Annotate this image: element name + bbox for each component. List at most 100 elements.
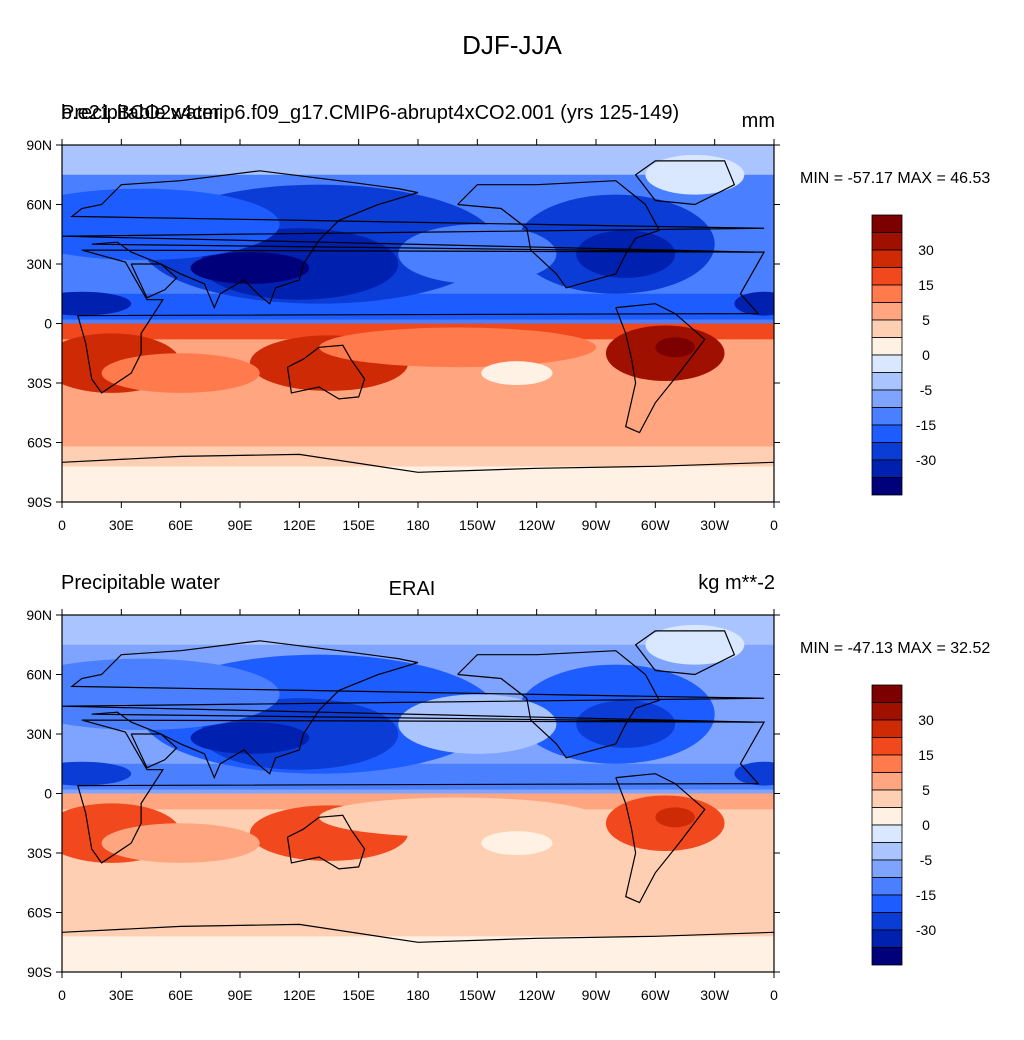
colorbar-swatch	[871, 789, 903, 808]
amazon-core	[655, 337, 695, 358]
colorbar-swatch	[871, 702, 903, 721]
coastline-2	[130, 733, 178, 769]
coastline-0	[77, 719, 766, 864]
himalaya-core	[190, 722, 310, 754]
atlantic-nh	[734, 761, 774, 786]
colorbar-swatch	[871, 754, 903, 773]
colorbar-swatch	[871, 929, 903, 948]
colorbar-swatch	[871, 684, 903, 703]
lat-label: 30N	[26, 726, 52, 742]
colorbar-swatch	[871, 214, 903, 233]
pacific-sh	[319, 797, 596, 838]
colorbar-swatch	[871, 389, 903, 408]
lon-label: 90W	[582, 987, 612, 1003]
lon-label: 120E	[283, 517, 316, 533]
lon-label: 120W	[518, 987, 555, 1003]
southern-ocean	[62, 916, 774, 937]
colorbar-swatch	[871, 912, 903, 931]
bottom-panel: 90N 60N 30N 0 30S 60S 90S 0 30E 60E 90E 120E 150E 180…	[0, 570, 1024, 1040]
colorbar-swatch	[871, 859, 903, 878]
bottom-left-label: Precipitable water	[61, 572, 220, 594]
coastline-1	[61, 170, 765, 310]
top-axis-ticks: 90N 60N 30N 0 30S 60S 90S 0 30E 60E 90E 120E 150E 180…	[26, 137, 780, 533]
coastline-4	[457, 180, 661, 289]
top-map-svg: 90N 60N 30N 0 30S 60S 90S 0 30E 60E 90E 120E 150E 180…	[26, 137, 936, 533]
lon-label: 90E	[228, 517, 253, 533]
coastline-7	[61, 453, 775, 473]
greenland	[645, 154, 745, 195]
bottom-center-label: ERAI	[388, 578, 436, 600]
colorbar-swatch	[871, 424, 903, 443]
lat-label: 90S	[27, 964, 52, 980]
colorbar-label: -30	[916, 452, 936, 468]
lat-label: 30N	[26, 256, 52, 272]
colorbar-swatch	[871, 284, 903, 303]
colorbar-swatch	[871, 232, 903, 251]
lon-label: 0	[58, 517, 66, 533]
amazon-core	[655, 807, 695, 828]
lat-label: 0	[44, 786, 52, 802]
lon-label: 0	[58, 987, 66, 1003]
lat-label: 30S	[27, 375, 52, 391]
lon-label: 0	[770, 517, 778, 533]
lon-label: 150W	[459, 517, 496, 533]
lon-label: 180	[406, 987, 430, 1003]
bottom-min-max: MIN = -47.13 MAX = 32.52	[800, 640, 991, 657]
coastline-6	[634, 160, 736, 206]
lon-label: 90W	[582, 517, 612, 533]
bottom-axis-ticks: 90N 60N 30N 0 30S 60S 90S 0 30E 60E 90E 120E 150E 180…	[26, 607, 780, 1003]
bottom-units-label: kg m**-2	[698, 572, 775, 594]
coastline-3	[286, 344, 366, 400]
bottom-map-svg: 90N 60N 30N 0 30S 60S 90S 0 30E 60E 90E 120E 150E 180…	[26, 607, 936, 1003]
colorbar-label: -15	[916, 417, 936, 433]
coastline-7	[61, 923, 775, 943]
coastline-6	[634, 630, 736, 676]
colorbar-swatch	[871, 442, 903, 461]
pacific-band	[398, 694, 557, 754]
colorbar-label: 15	[918, 277, 934, 293]
coastline-3	[286, 814, 366, 870]
colorbar-label: 30	[918, 242, 934, 258]
lat-label: 60N	[26, 667, 52, 683]
lat-label: 60N	[26, 197, 52, 213]
colorbar-label: -5	[920, 382, 933, 398]
colorbar-swatch	[871, 354, 903, 373]
bottom-field	[62, 615, 774, 972]
lat-label: 90S	[27, 494, 52, 510]
africa-nh	[62, 291, 132, 316]
lon-label: 30E	[109, 517, 134, 533]
colorbar-swatch	[871, 737, 903, 756]
top-colorbar: 30 15 5 0 -5 -15 -30	[871, 214, 936, 496]
lon-label: 60E	[168, 987, 193, 1003]
colorbar-swatch	[871, 894, 903, 913]
bottom-colorbar: 30 15 5 0 -5 -15 -30	[871, 684, 936, 966]
lon-label: 120W	[518, 517, 555, 533]
lon-label: 0	[770, 987, 778, 1003]
lon-label: 30E	[109, 987, 134, 1003]
coastline-5	[615, 303, 706, 434]
colorbar-swatch	[871, 372, 903, 391]
lon-label: 90E	[228, 987, 253, 1003]
top-left-label: Precipitable water	[61, 102, 220, 124]
himalaya-core	[190, 252, 310, 284]
colorbar-label: -5	[920, 852, 933, 868]
lon-label: 180	[406, 517, 430, 533]
colorbar-swatch	[871, 477, 903, 496]
lat-label: 30S	[27, 845, 52, 861]
colorbar-swatch	[871, 319, 903, 338]
pacific-sh	[319, 327, 596, 368]
pacific-band	[398, 224, 557, 284]
colorbar-label: 5	[922, 782, 930, 798]
lon-label: 150E	[342, 987, 375, 1003]
pacific-minimum	[481, 361, 553, 385]
colorbar-swatch	[871, 719, 903, 738]
colorbar-swatch	[871, 947, 903, 966]
lat-label: 90N	[26, 607, 52, 623]
coastline-1	[61, 640, 765, 780]
colorbar-swatch	[871, 459, 903, 478]
indian-sh	[101, 823, 260, 863]
colorbar-swatch	[871, 877, 903, 896]
lon-label: 150E	[342, 517, 375, 533]
lon-label: 30W	[700, 987, 730, 1003]
colorbar-swatch	[871, 842, 903, 861]
